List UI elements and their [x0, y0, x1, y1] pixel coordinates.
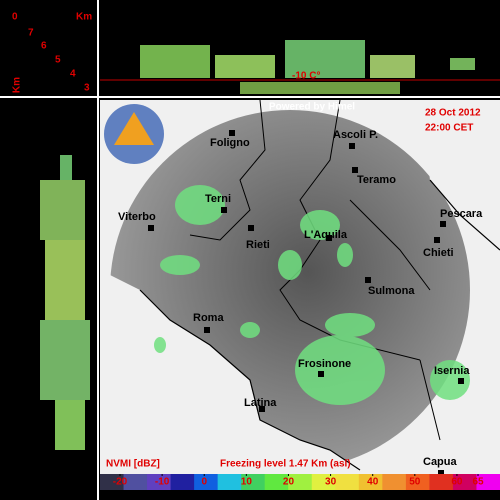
city-marker — [352, 167, 358, 173]
city-marker — [326, 235, 332, 241]
tick-label: 60 — [451, 477, 463, 488]
color-swatch — [382, 474, 407, 490]
height-label: 3 — [84, 83, 90, 94]
city-marker — [204, 327, 210, 333]
city-marker — [318, 371, 324, 377]
city-marker — [440, 221, 446, 227]
tick-label: 10 — [241, 477, 253, 488]
tick-label: 0 — [201, 477, 207, 488]
coastline — [139, 179, 500, 471]
top-section: -10 C° — [100, 40, 500, 94]
city-label: Viterbo — [118, 211, 156, 223]
height-label: 6 — [41, 41, 47, 52]
unit-label: Km — [76, 12, 92, 23]
date: 28 Oct 2012 — [425, 108, 481, 119]
tick-label: -10 — [155, 477, 170, 488]
time: 22:00 CET — [425, 123, 473, 134]
city-marker — [259, 406, 265, 412]
city-label: Pescara — [440, 208, 483, 220]
color-swatch — [429, 474, 454, 490]
credit: Powered by Himel — [269, 102, 355, 113]
city-label: Ascoli P. — [333, 129, 378, 141]
color-swatch — [311, 474, 336, 490]
freezing-marker: -10 C° — [292, 71, 320, 82]
city-marker — [349, 143, 355, 149]
color-swatch — [147, 474, 172, 490]
side-section — [40, 155, 90, 450]
tick-label: -20 — [113, 477, 128, 488]
color-swatch — [241, 474, 266, 490]
city-marker — [248, 225, 254, 231]
city-label: Roma — [193, 312, 224, 324]
sea — [420, 100, 500, 250]
color-swatch — [217, 474, 242, 490]
city-marker — [365, 277, 371, 283]
city-marker — [458, 378, 464, 384]
sea — [100, 270, 380, 490]
color-swatch — [100, 474, 125, 490]
city-label: Isernia — [434, 365, 470, 377]
city-marker — [229, 130, 235, 136]
city-label: Rieti — [246, 239, 270, 251]
freezing-level: Freezing level 1.47 Km (asl) — [220, 459, 351, 470]
color-swatch — [288, 474, 313, 490]
city-label: Terni — [205, 193, 231, 205]
city-label: Teramo — [357, 174, 396, 186]
city-marker — [434, 237, 440, 243]
unit-label: Km — [12, 77, 23, 93]
cities: Foligno Ascoli P. Teramo Pescara Chieti … — [118, 129, 483, 476]
color-swatch — [405, 474, 430, 490]
color-swatch — [194, 474, 219, 490]
colorbar: -20 -10 0 10 20 30 40 50 60 65 — [100, 474, 500, 490]
height-label: 5 — [55, 55, 61, 66]
height-label: 0 — [12, 12, 18, 23]
color-swatch — [358, 474, 383, 490]
tick-label: 40 — [367, 477, 379, 488]
height-label: 7 — [28, 28, 34, 39]
city-marker — [438, 470, 444, 476]
city-label: L'Aquila — [304, 229, 348, 241]
city-label: Capua — [423, 456, 458, 468]
city-label: Sulmona — [368, 285, 415, 297]
color-swatch — [452, 474, 477, 490]
tick-label: 30 — [325, 477, 337, 488]
color-swatch — [123, 474, 148, 490]
city-label: Latina — [244, 397, 277, 409]
echoes — [154, 185, 470, 405]
city-marker — [148, 225, 154, 231]
color-swatch — [170, 474, 195, 490]
city-label: Foligno — [210, 137, 250, 149]
color-swatch — [264, 474, 289, 490]
color-swatch — [335, 474, 360, 490]
city-marker — [221, 207, 227, 213]
tick-label: 65 — [472, 477, 484, 488]
height-label: 4 — [70, 69, 76, 80]
product-label: NVMI [dBZ] — [106, 459, 160, 470]
city-label: Chieti — [423, 247, 454, 259]
city-label: Frosinone — [298, 358, 351, 370]
color-swatch — [476, 474, 500, 490]
tick-label: 50 — [409, 477, 421, 488]
logo — [114, 112, 154, 145]
tick-label: 20 — [283, 477, 295, 488]
